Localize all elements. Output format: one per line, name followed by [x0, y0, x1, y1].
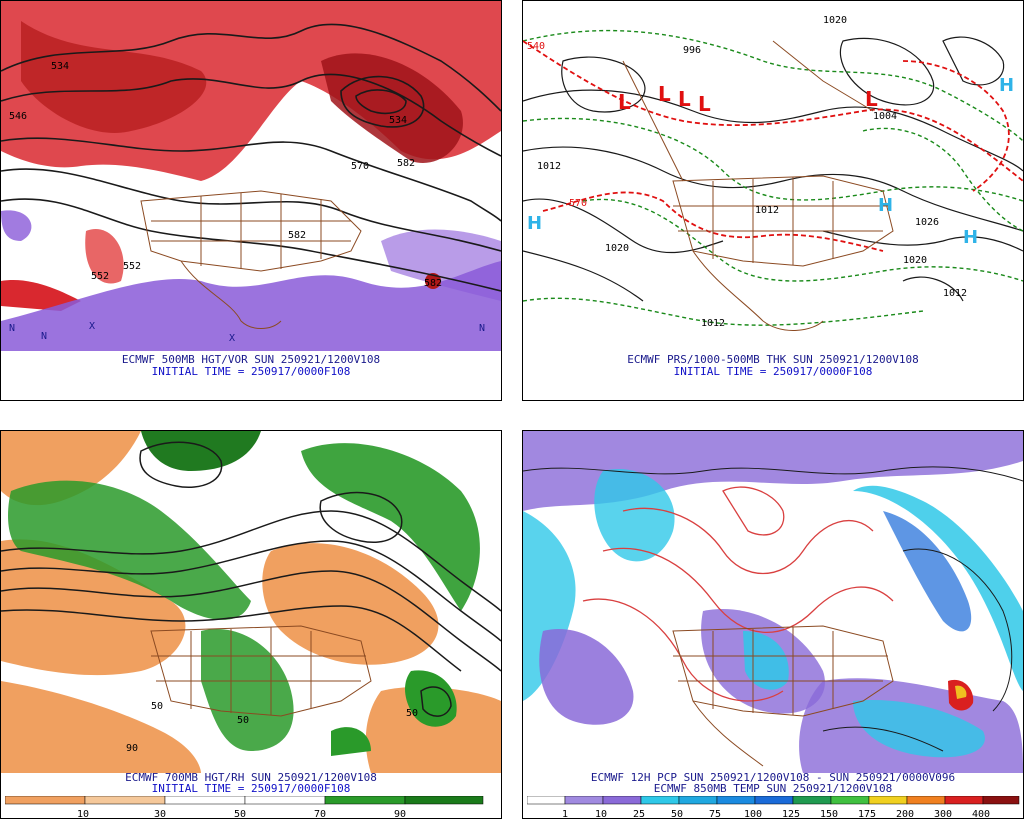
high-pressure-marker: H [963, 227, 978, 248]
low-pressure-marker: L [658, 82, 671, 106]
precip-colorbar: 1 10 25 50 75 100 125 150 175 200 300 40… [527, 796, 1020, 818]
contour-label: 534 [389, 115, 407, 126]
vort-marker: N [479, 323, 485, 334]
contour-label: 1012 [755, 205, 779, 216]
thickness-label: 570 [569, 198, 587, 209]
colorbar-label: 30 [154, 809, 166, 818]
rh-label: 90 [126, 743, 138, 754]
contour-label: 1012 [537, 161, 561, 172]
vort-marker: N [41, 331, 47, 342]
contour-label: 552 [123, 261, 141, 272]
map-mslp-thickness: L L L L L H H H H 1020 996 1004 1012 102… [523, 1, 1023, 351]
low-pressure-marker: L [698, 92, 711, 116]
colorbar-label: 70 [314, 809, 326, 818]
panel-title: ECMWF 500MB HGT/VOR SUN 250921/1200V108 [121, 353, 381, 366]
initial-time: INITIAL TIME = 250917/0000F108 [151, 782, 351, 795]
colorbar-label: 10 [595, 809, 607, 818]
low-pressure-marker: L [865, 87, 878, 111]
panel-precip-850mb-temp: ECMWF 12H PCP SUN 250921/1200V108 - SUN … [522, 430, 1024, 819]
contour-label: 1012 [943, 288, 967, 299]
colorbar-label: 150 [820, 809, 838, 818]
panel-700mb-rh: 50 50 50 90 ECMWF 700MB HGT/RH SUN 25092… [0, 430, 502, 819]
initial-time: INITIAL TIME = 250917/0000F108 [151, 365, 351, 378]
colorbar-label: 125 [782, 809, 800, 818]
contour-label: 1004 [873, 111, 897, 122]
contour-label: 996 [683, 45, 701, 56]
contour-label: 1020 [605, 243, 629, 254]
contour-label: 534 [51, 61, 69, 72]
panel-500mb-vorticity: 534 546 552 534 552 570 582 582 582 N N … [0, 0, 502, 401]
colorbar-label: 300 [934, 809, 952, 818]
colorbar-label: 50 [234, 809, 246, 818]
contour-label: 552 [91, 271, 109, 282]
thickness-label: 540 [527, 41, 545, 52]
panel-pressure-thickness: L L L L L H H H H 1020 996 1004 1012 102… [522, 0, 1024, 401]
contour-label: 582 [424, 278, 442, 289]
vort-marker: N [9, 323, 15, 334]
rh-label: 50 [406, 708, 418, 719]
rh-label: 50 [237, 715, 249, 726]
colorbar-label: 200 [896, 809, 914, 818]
contour-label: 582 [288, 230, 306, 241]
contour-label: 1020 [823, 15, 847, 26]
vort-marker: X [89, 321, 95, 332]
panel-title: ECMWF 700MB HGT/RH SUN 250921/1200V108 [125, 771, 377, 784]
panel-title: ECMWF 12H PCP SUN 250921/1200V108 - SUN … [590, 771, 956, 784]
map-500mb: 534 546 552 534 552 570 582 582 582 N N … [1, 1, 501, 351]
low-pressure-marker: L [678, 87, 691, 111]
colorbar-label: 50 [671, 809, 683, 818]
contour-label: 582 [397, 158, 415, 169]
colorbar-label: 75 [709, 809, 721, 818]
colorbar-label: 1 [562, 809, 568, 818]
colorbar-label: 25 [633, 809, 645, 818]
panel-title: ECMWF PRS/1000-500MB THK SUN 250921/1200… [627, 353, 919, 366]
colorbar-label: 400 [972, 809, 990, 818]
contour-label: 570 [351, 161, 369, 172]
low-pressure-marker: L [618, 90, 631, 114]
panel-subtitle: ECMWF 850MB TEMP SUN 250921/1200V108 [653, 782, 893, 795]
map-precip-850mb [523, 431, 1023, 773]
colorbar-label: 100 [744, 809, 762, 818]
contour-label: 1020 [903, 255, 927, 266]
colorbar-label: 90 [394, 809, 406, 818]
contour-label: 1012 [701, 318, 725, 329]
colorbar-label: 10 [77, 809, 89, 818]
colorbar-label: 175 [858, 809, 876, 818]
contour-label: 1026 [915, 217, 939, 228]
rh-label: 50 [151, 701, 163, 712]
vort-marker: X [229, 333, 235, 344]
map-700mb-rh: 50 50 50 90 [1, 431, 501, 773]
contour-label: 546 [9, 111, 27, 122]
rh-colorbar: 10 30 50 70 90 [5, 796, 484, 818]
initial-time: INITIAL TIME = 250917/0000F108 [673, 365, 873, 378]
high-pressure-marker: H [999, 75, 1014, 96]
high-pressure-marker: H [878, 195, 893, 216]
high-pressure-marker: H [527, 213, 542, 234]
